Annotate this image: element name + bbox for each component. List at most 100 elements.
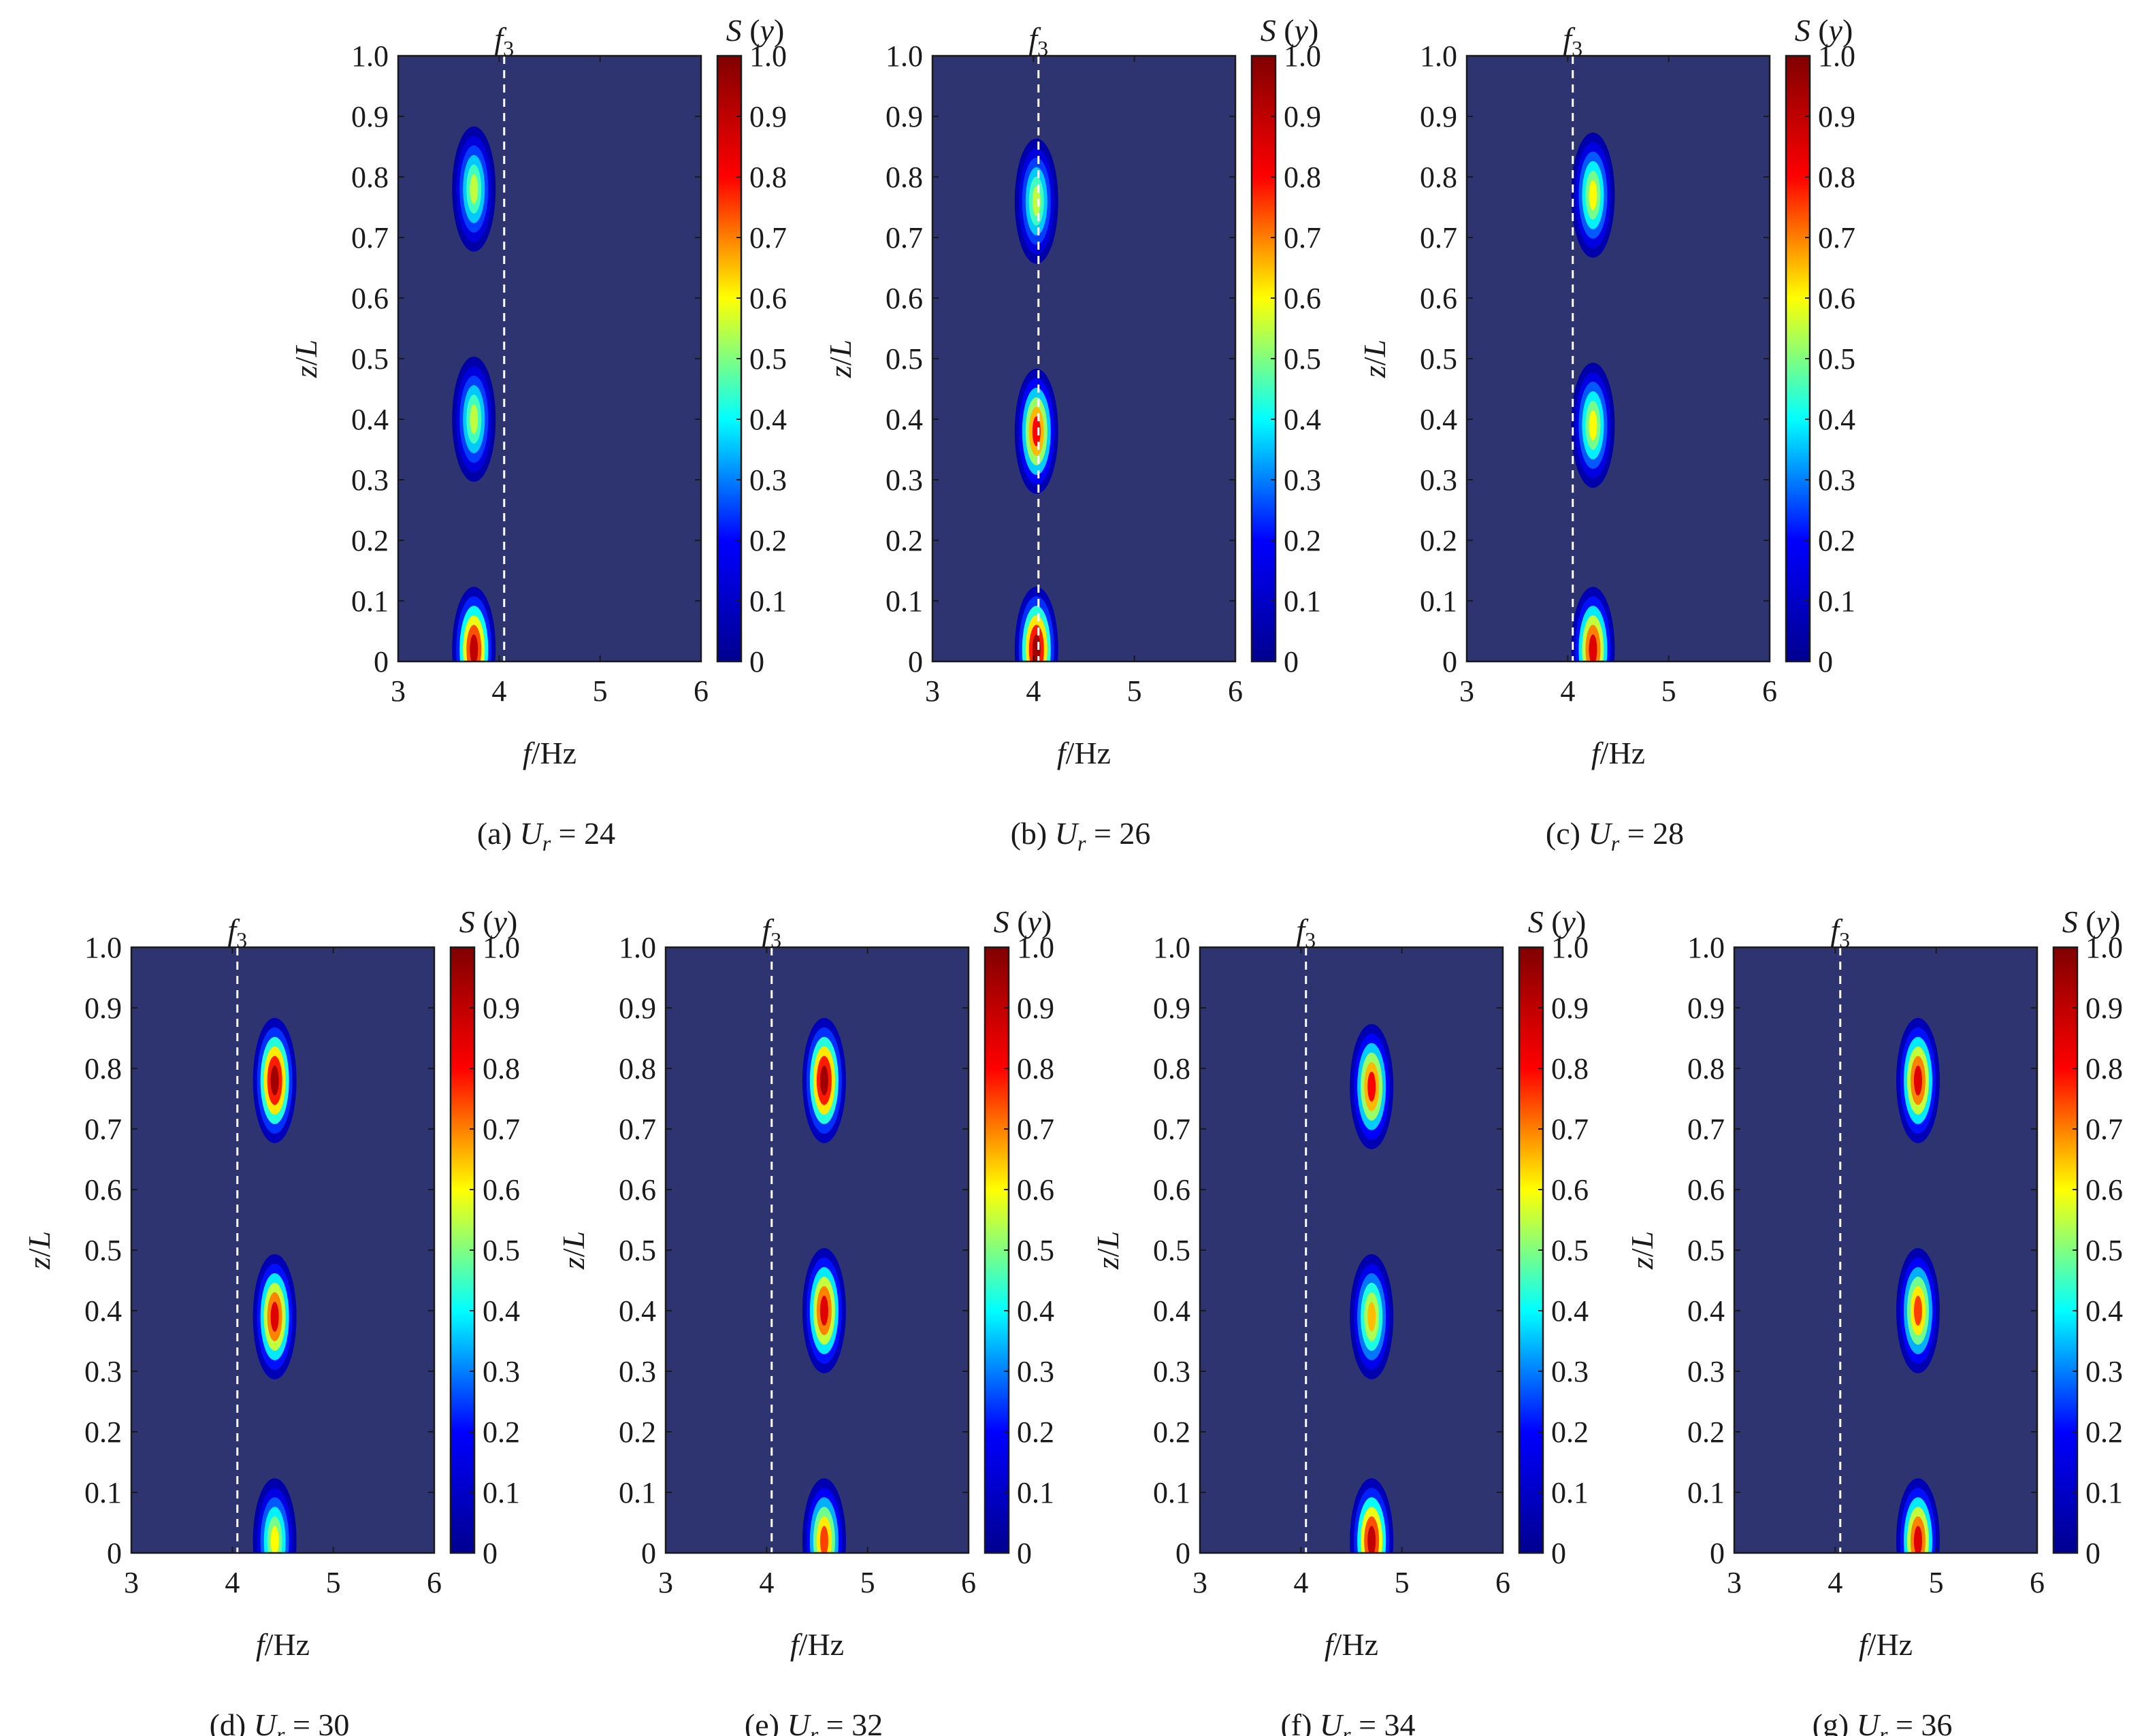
y-tick-label: 0.2 <box>1153 1415 1190 1449</box>
colorbar-tick-label: 0.8 <box>1017 1052 1054 1085</box>
x-axis-label: f/Hz <box>256 1627 310 1662</box>
y-tick-label: 0.4 <box>84 1294 122 1328</box>
colorbar-tick-label: 0.5 <box>483 1234 520 1267</box>
colorbar-tick-label: 0.9 <box>483 992 520 1025</box>
peak-1 <box>1014 368 1058 494</box>
plot-area <box>932 56 1235 661</box>
x-tick-label: 3 <box>391 674 406 708</box>
y-tick-label: 0.6 <box>1420 282 1457 315</box>
peak-1 <box>253 1254 297 1379</box>
y-tick-label: 0.8 <box>1153 1052 1190 1085</box>
y-tick-label: 0.8 <box>1687 1052 1725 1085</box>
colorbar-tick-label: 0.3 <box>2085 1355 2123 1388</box>
x-tick-label: 3 <box>124 1566 139 1599</box>
colorbar-tick-label: 0 <box>483 1537 498 1570</box>
y-tick-label: 0.5 <box>84 1234 122 1267</box>
y-tick-label: 0.9 <box>886 100 923 133</box>
f3-label: f3 <box>1563 21 1582 61</box>
x-tick-label: 5 <box>1127 674 1142 708</box>
colorbar-tick-label: 0.3 <box>1818 463 1855 497</box>
y-tick-label: 0.4 <box>1420 403 1457 436</box>
colorbar-tick-label: 0 <box>1284 645 1299 678</box>
colorbar-tick-label: 0.9 <box>1017 992 1054 1025</box>
spectrum-peaks <box>802 1017 846 1553</box>
y-tick-label: 0.7 <box>351 221 389 255</box>
x-tick-label: 5 <box>1929 1566 1944 1599</box>
y-tick-label: 0.4 <box>1153 1294 1190 1328</box>
plot-area <box>1734 947 2037 1553</box>
x-axis-label: f/Hz <box>790 1627 844 1662</box>
y-tick-label: 1.0 <box>619 931 656 964</box>
panel-caption: (d) Ur = 30 <box>210 1707 350 1736</box>
y-tick-label: 1.0 <box>1153 931 1190 964</box>
colorbar-tick-label: 0.5 <box>2085 1234 2123 1267</box>
y-tick-label: 0.3 <box>1687 1355 1725 1388</box>
colorbar-tick-label: 0.6 <box>1818 282 1855 315</box>
spectrum-peaks <box>452 126 496 661</box>
colorbar-tick-label: 0.8 <box>483 1052 520 1085</box>
y-axis-label: z/L <box>22 1231 56 1270</box>
colorbar-tick-label: 0.6 <box>483 1173 520 1207</box>
y-tick-label: 0.3 <box>351 463 389 497</box>
colorbar-tick-label: 0.3 <box>483 1355 520 1388</box>
x-tick-label: 5 <box>1395 1566 1410 1599</box>
peak-0 <box>1896 1478 1940 1553</box>
y-tick-label: 0.1 <box>886 585 923 618</box>
f3-label: f3 <box>762 913 781 952</box>
x-tick-label: 6 <box>1762 674 1777 708</box>
peak-0 <box>452 587 496 661</box>
x-tick-label: 6 <box>961 1566 976 1599</box>
colorbar-tick-label: 0.4 <box>1017 1294 1054 1328</box>
colorbar-tick-label: 0.4 <box>1551 1294 1589 1328</box>
colorbar-tick-label: 0.2 <box>2085 1415 2123 1449</box>
y-axis-label: z/L <box>556 1231 591 1270</box>
panel-a: 0 0.1 0.2 0.3 0.4 0.5 0.6 0.7 0.8 0.9 1.0 3 4 5 6 f/Hz z… <box>289 13 787 855</box>
peak-1 <box>1896 1248 1940 1373</box>
x-axis-label: f/Hz <box>523 736 576 770</box>
f3-label: f3 <box>494 21 514 61</box>
y-tick-label: 0.4 <box>619 1294 656 1328</box>
colorbar-label: S (y) <box>726 13 785 48</box>
colorbar-tick-label: 0.2 <box>1818 524 1855 557</box>
y-axis-label: z/L <box>1090 1231 1125 1270</box>
x-tick-label: 4 <box>225 1566 240 1599</box>
plot-area <box>1467 56 1770 661</box>
colorbar-tick-label: 0.4 <box>749 403 787 436</box>
colorbar-tick-label: 0.1 <box>1284 585 1321 618</box>
peak-2 <box>452 126 496 252</box>
colorbar-tick-label: 0.7 <box>1551 1113 1589 1146</box>
colorbar-tick-label: 0.5 <box>1551 1234 1589 1267</box>
y-tick-label: 0.7 <box>619 1113 656 1146</box>
panel-caption: (b) Ur = 26 <box>1011 816 1151 855</box>
colorbar-tick-label: 0.3 <box>1017 1355 1054 1388</box>
y-tick-label: 0.2 <box>84 1415 122 1449</box>
colorbar-tick-label: 0.3 <box>749 463 787 497</box>
y-axis-label: z/L <box>823 340 858 378</box>
x-tick-label: 5 <box>860 1566 875 1599</box>
colorbar-tick-label: 0.7 <box>2085 1113 2123 1146</box>
colorbar-tick-label: 0.6 <box>1017 1173 1054 1207</box>
colorbar <box>1785 54 1811 663</box>
colorbar-label: S (y) <box>2062 904 2121 939</box>
colorbar-label: S (y) <box>1795 13 1853 48</box>
colorbar-label: S (y) <box>1528 904 1587 939</box>
y-tick-label: 0.6 <box>619 1173 656 1207</box>
colorbar-tick-label: 0.7 <box>1017 1113 1054 1146</box>
y-tick-label: 0.6 <box>1687 1173 1725 1207</box>
panel-g: 0 0.1 0.2 0.3 0.4 0.5 0.6 0.7 0.8 0.9 1.0 3 4 5 6 f/Hz z… <box>1625 904 2123 1736</box>
colorbar-label: S (y) <box>459 904 518 939</box>
colorbar-tick-label: 0.2 <box>1284 524 1321 557</box>
y-tick-label: 0.4 <box>886 403 923 436</box>
colorbar-tick-label: 0.1 <box>2085 1476 2123 1509</box>
x-tick-label: 3 <box>1192 1566 1207 1599</box>
colorbar-tick-label: 0 <box>749 645 764 678</box>
peak-2 <box>802 1017 846 1143</box>
panel-caption: (f) Ur = 34 <box>1280 1707 1415 1736</box>
colorbar-tick-label: 0.8 <box>2085 1052 2123 1085</box>
spectrum-peaks <box>1014 138 1058 661</box>
x-tick-label: 4 <box>1026 674 1041 708</box>
colorbar-tick-label: 0.1 <box>1017 1476 1054 1509</box>
y-tick-label: 1.0 <box>1687 931 1725 964</box>
colorbar-tick-label: 0.6 <box>749 282 787 315</box>
y-tick-label: 0.2 <box>351 524 389 557</box>
